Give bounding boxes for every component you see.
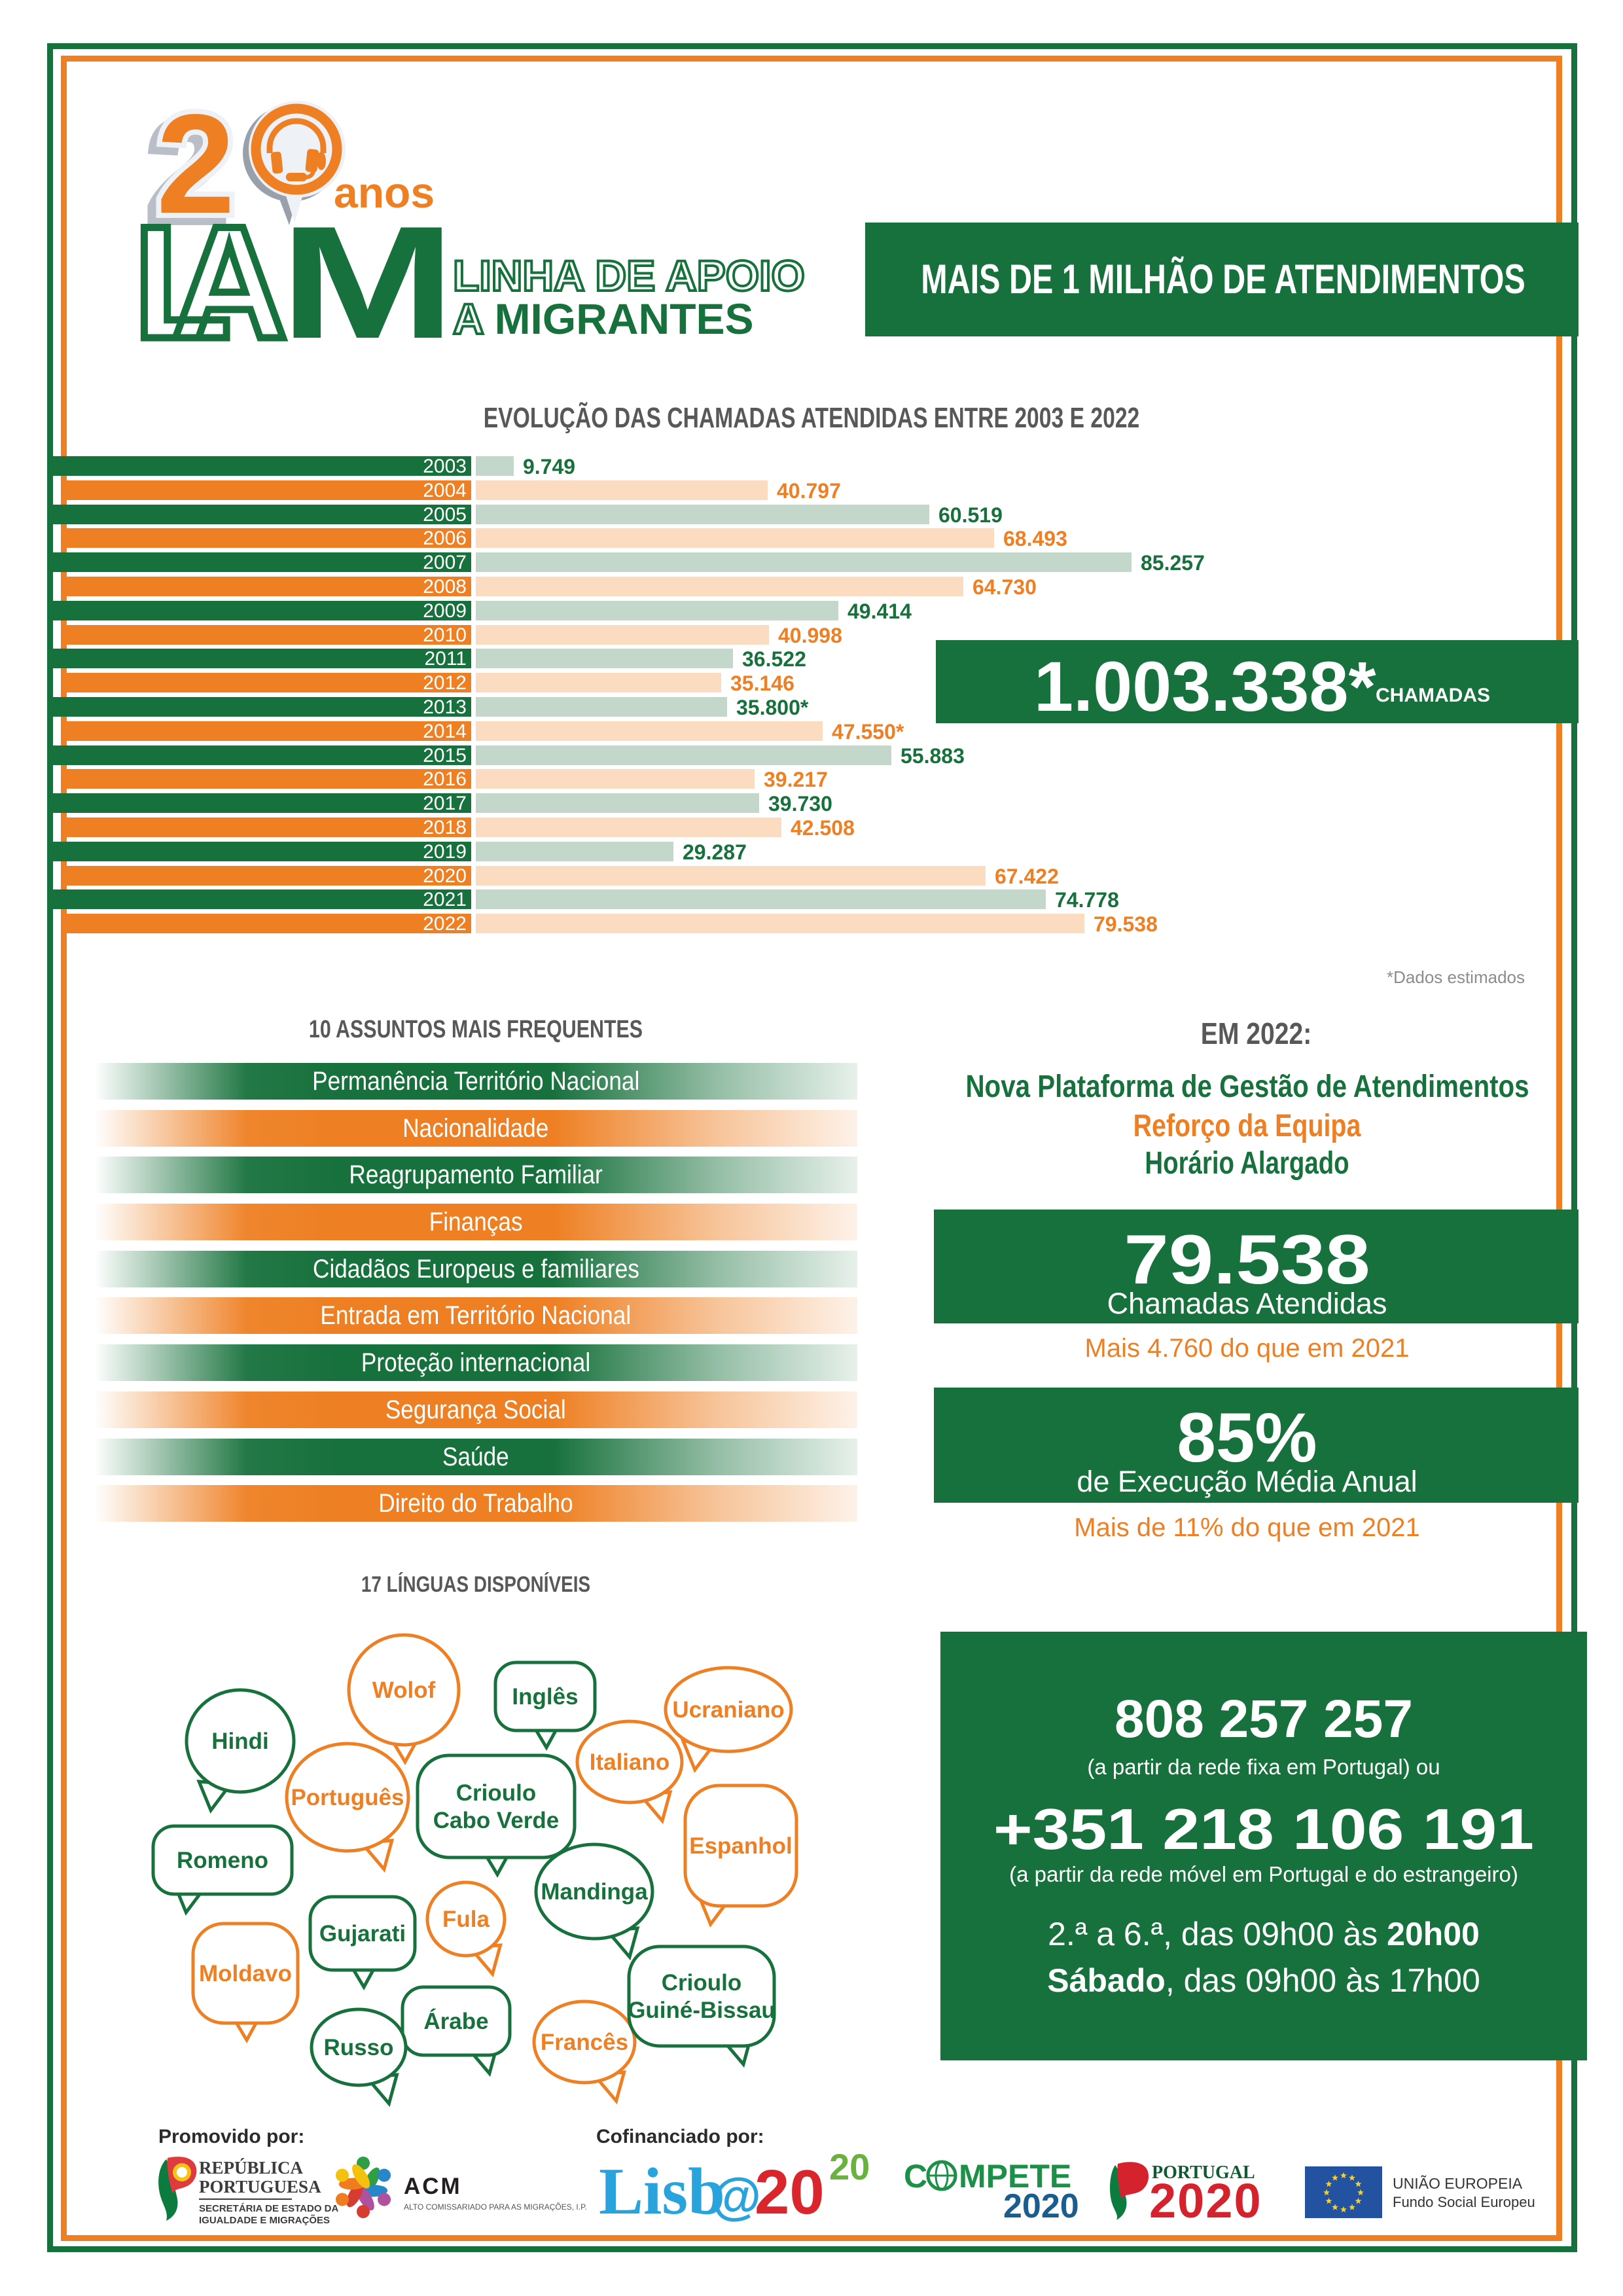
svg-text:Moldavo: Moldavo (199, 1961, 292, 1986)
svg-text:Cabo Verde: Cabo Verde (433, 1808, 560, 1833)
svg-text:Fundo Social Europeu: Fundo Social Europeu (1393, 2194, 1535, 2210)
svg-text:20: 20 (829, 2153, 870, 2187)
svg-text:Lisb: Lisb (599, 2155, 725, 2229)
svg-text:IGUALDADE E MIGRAÇÕES: IGUALDADE E MIGRAÇÕES (199, 2214, 330, 2226)
svg-text:Fula: Fula (442, 1907, 490, 1932)
svg-text:ACM: ACM (404, 2174, 462, 2199)
svg-text:Wolof: Wolof (372, 1677, 436, 1703)
svg-text:Guiné-Bissau: Guiné-Bissau (628, 1998, 776, 2023)
svg-text:Mandinga: Mandinga (541, 1879, 648, 1905)
svg-text:PORTUGUESA: PORTUGUESA (199, 2177, 321, 2197)
svg-text:Árabe: Árabe (423, 2008, 488, 2034)
svg-text:Crioulo: Crioulo (456, 1780, 536, 1806)
svg-text:Português: Português (291, 1785, 404, 1810)
svg-text:Russo: Russo (324, 2035, 394, 2060)
svg-text:2020: 2020 (1003, 2187, 1079, 2222)
svg-text:Hindi: Hindi (211, 1729, 268, 1754)
svg-text:Romeno: Romeno (177, 1848, 268, 1873)
svg-text:Gujarati: Gujarati (319, 1921, 406, 1946)
svg-text:Ucraniano: Ucraniano (672, 1697, 784, 1723)
svg-text:Inglês: Inglês (512, 1684, 578, 1710)
svg-text:MPETE: MPETE (959, 2160, 1071, 2195)
svg-text:Francês: Francês (541, 2030, 628, 2055)
svg-text:SECRETÁRIA DE ESTADO DA: SECRETÁRIA DE ESTADO DA (199, 2203, 339, 2214)
svg-text:20: 20 (755, 2157, 825, 2227)
svg-text:Espanhol: Espanhol (689, 1833, 793, 1859)
svg-text:@: @ (711, 2167, 761, 2225)
svg-text:Italiano: Italiano (590, 1749, 670, 1775)
svg-text:PORTUGAL: PORTUGAL (1152, 2162, 1255, 2183)
svg-text:Crioulo: Crioulo (662, 1970, 741, 1996)
svg-text:ALTO COMISSARIADO PARA AS MIGR: ALTO COMISSARIADO PARA AS MIGRAÇÕES, I.P… (404, 2202, 587, 2212)
svg-text:UNIÃO EUROPEIA: UNIÃO EUROPEIA (1393, 2175, 1523, 2192)
svg-text:C: C (904, 2160, 927, 2195)
svg-text:REPÚBLICA: REPÚBLICA (199, 2158, 304, 2178)
svg-text:2020: 2020 (1149, 2174, 1262, 2222)
